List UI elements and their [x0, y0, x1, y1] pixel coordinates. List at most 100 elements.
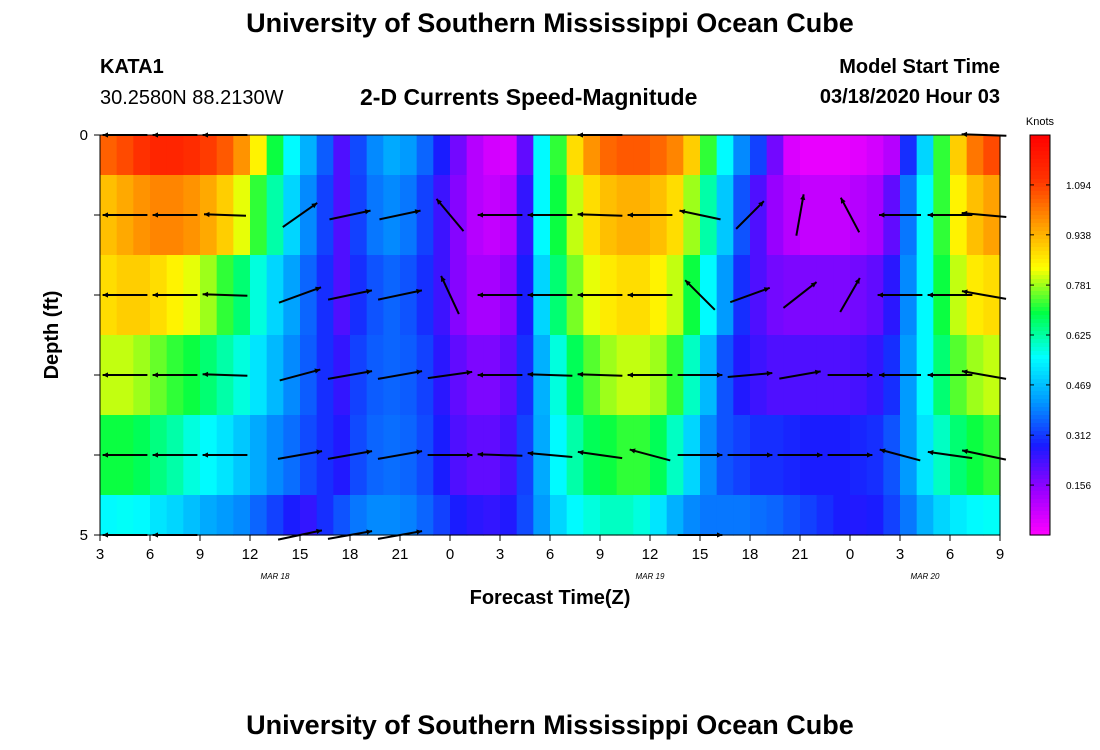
vector-head [441, 275, 446, 282]
current-vector [152, 452, 198, 458]
heatmap-cell [966, 255, 984, 336]
heatmap-cell [466, 175, 484, 256]
heatmap-cell [433, 175, 451, 256]
heatmap-cell [516, 415, 534, 496]
vector-shaft [377, 450, 423, 460]
colorbar-tick-label: 0.312 [1066, 431, 1091, 442]
colorbar-segment [1030, 255, 1050, 260]
heatmap-cell [316, 495, 334, 536]
vector-shaft [879, 448, 921, 462]
vector-shaft [629, 448, 671, 462]
x-tick-label: 21 [792, 546, 809, 563]
heatmap-cell [466, 255, 484, 336]
colorbar-segment [1030, 319, 1050, 324]
colorbar-segment [1030, 371, 1050, 376]
vector-head [961, 210, 968, 217]
heatmap-cell [416, 175, 434, 256]
vector-head [316, 528, 322, 535]
heatmap-cell [200, 495, 218, 536]
heatmap-cell [266, 255, 284, 336]
colorbar-segment [1030, 475, 1050, 480]
vector-shaft [577, 213, 623, 217]
heatmap-cell [383, 255, 401, 336]
heatmap-cell [833, 495, 851, 536]
y-tick-label: 0 [80, 127, 88, 144]
colorbar-segment [1030, 139, 1050, 144]
x-tick-label: 3 [96, 546, 104, 563]
vector-head [627, 372, 634, 378]
colorbar-segment [1030, 147, 1050, 152]
colorbar-segment [1030, 479, 1050, 484]
colorbar-segment [1030, 303, 1050, 308]
heatmap-cell [300, 415, 318, 496]
heatmap-cell [983, 255, 1001, 336]
colorbar-segment [1030, 267, 1050, 272]
heatmap-cell [566, 415, 584, 496]
heatmap-cell [750, 255, 768, 336]
heatmap-cell [333, 415, 351, 496]
heatmap-cell [450, 255, 468, 336]
heatmap-cell [400, 495, 418, 536]
heatmap-cell [850, 175, 868, 256]
heatmap-cell [616, 495, 634, 536]
colorbar-tick-label: 0.625 [1066, 331, 1091, 342]
current-vector [202, 371, 248, 378]
heatmap-cell [450, 495, 468, 536]
current-vector [839, 197, 861, 233]
vector-head [961, 289, 968, 295]
current-vector [327, 449, 373, 460]
heatmap-cell [183, 135, 201, 176]
heatmap-cells [100, 135, 1001, 536]
x-tick-label: 21 [392, 546, 409, 563]
current-vector [927, 372, 973, 378]
vector-head [102, 452, 109, 458]
heatmap-cell [766, 135, 784, 176]
current-vector [277, 449, 323, 460]
x-tick-label: 3 [496, 546, 504, 563]
heatmap-cell [250, 335, 268, 416]
vector-head [577, 211, 584, 218]
colorbar-segment [1030, 279, 1050, 284]
vector-head [527, 212, 534, 218]
heatmap-cell [716, 135, 734, 176]
heatmap-cell [100, 135, 118, 176]
heatmap-cell [966, 415, 984, 496]
heatmap-cell [866, 175, 884, 256]
vector-shaft [527, 452, 573, 458]
vector-shaft [795, 194, 805, 236]
colorbar-segment [1030, 415, 1050, 420]
colorbar-segment [1030, 363, 1050, 368]
chart-subtitle: 2-D Currents Speed-Magnitude [360, 84, 698, 110]
current-vector [961, 448, 1007, 461]
heatmap-cell [650, 135, 668, 176]
heatmap-cell [500, 495, 518, 536]
vector-shaft [435, 198, 465, 232]
vector-head [961, 369, 968, 375]
heatmap-cell [700, 135, 718, 176]
vector-head [577, 292, 584, 298]
colorbar-segment [1030, 183, 1050, 188]
heatmap-cell [650, 415, 668, 496]
heatmap-cell [366, 415, 384, 496]
x-tick-label: 0 [446, 546, 454, 563]
heatmap-cell [833, 135, 851, 176]
vector-head [477, 451, 484, 458]
current-vector [961, 369, 1007, 380]
colorbar-segment [1030, 275, 1050, 280]
current-vector [684, 279, 716, 311]
vector-head [679, 209, 686, 215]
colorbar-segment [1030, 351, 1050, 356]
heatmap-cell [666, 255, 684, 336]
heatmap-cell [416, 335, 434, 416]
current-vector [152, 212, 198, 218]
heatmap-cell [133, 135, 151, 176]
colorbar-segment [1030, 387, 1050, 392]
colorbar-segment [1030, 143, 1050, 148]
heatmap-cell [900, 415, 918, 496]
vector-head [364, 209, 371, 215]
x-tick-label: 18 [342, 546, 359, 563]
model-start-time: 03/18/2020 Hour 03 [819, 86, 1000, 108]
colorbar-segment [1030, 451, 1050, 456]
heatmap-cell [750, 495, 768, 536]
colorbar-segment [1030, 463, 1050, 468]
